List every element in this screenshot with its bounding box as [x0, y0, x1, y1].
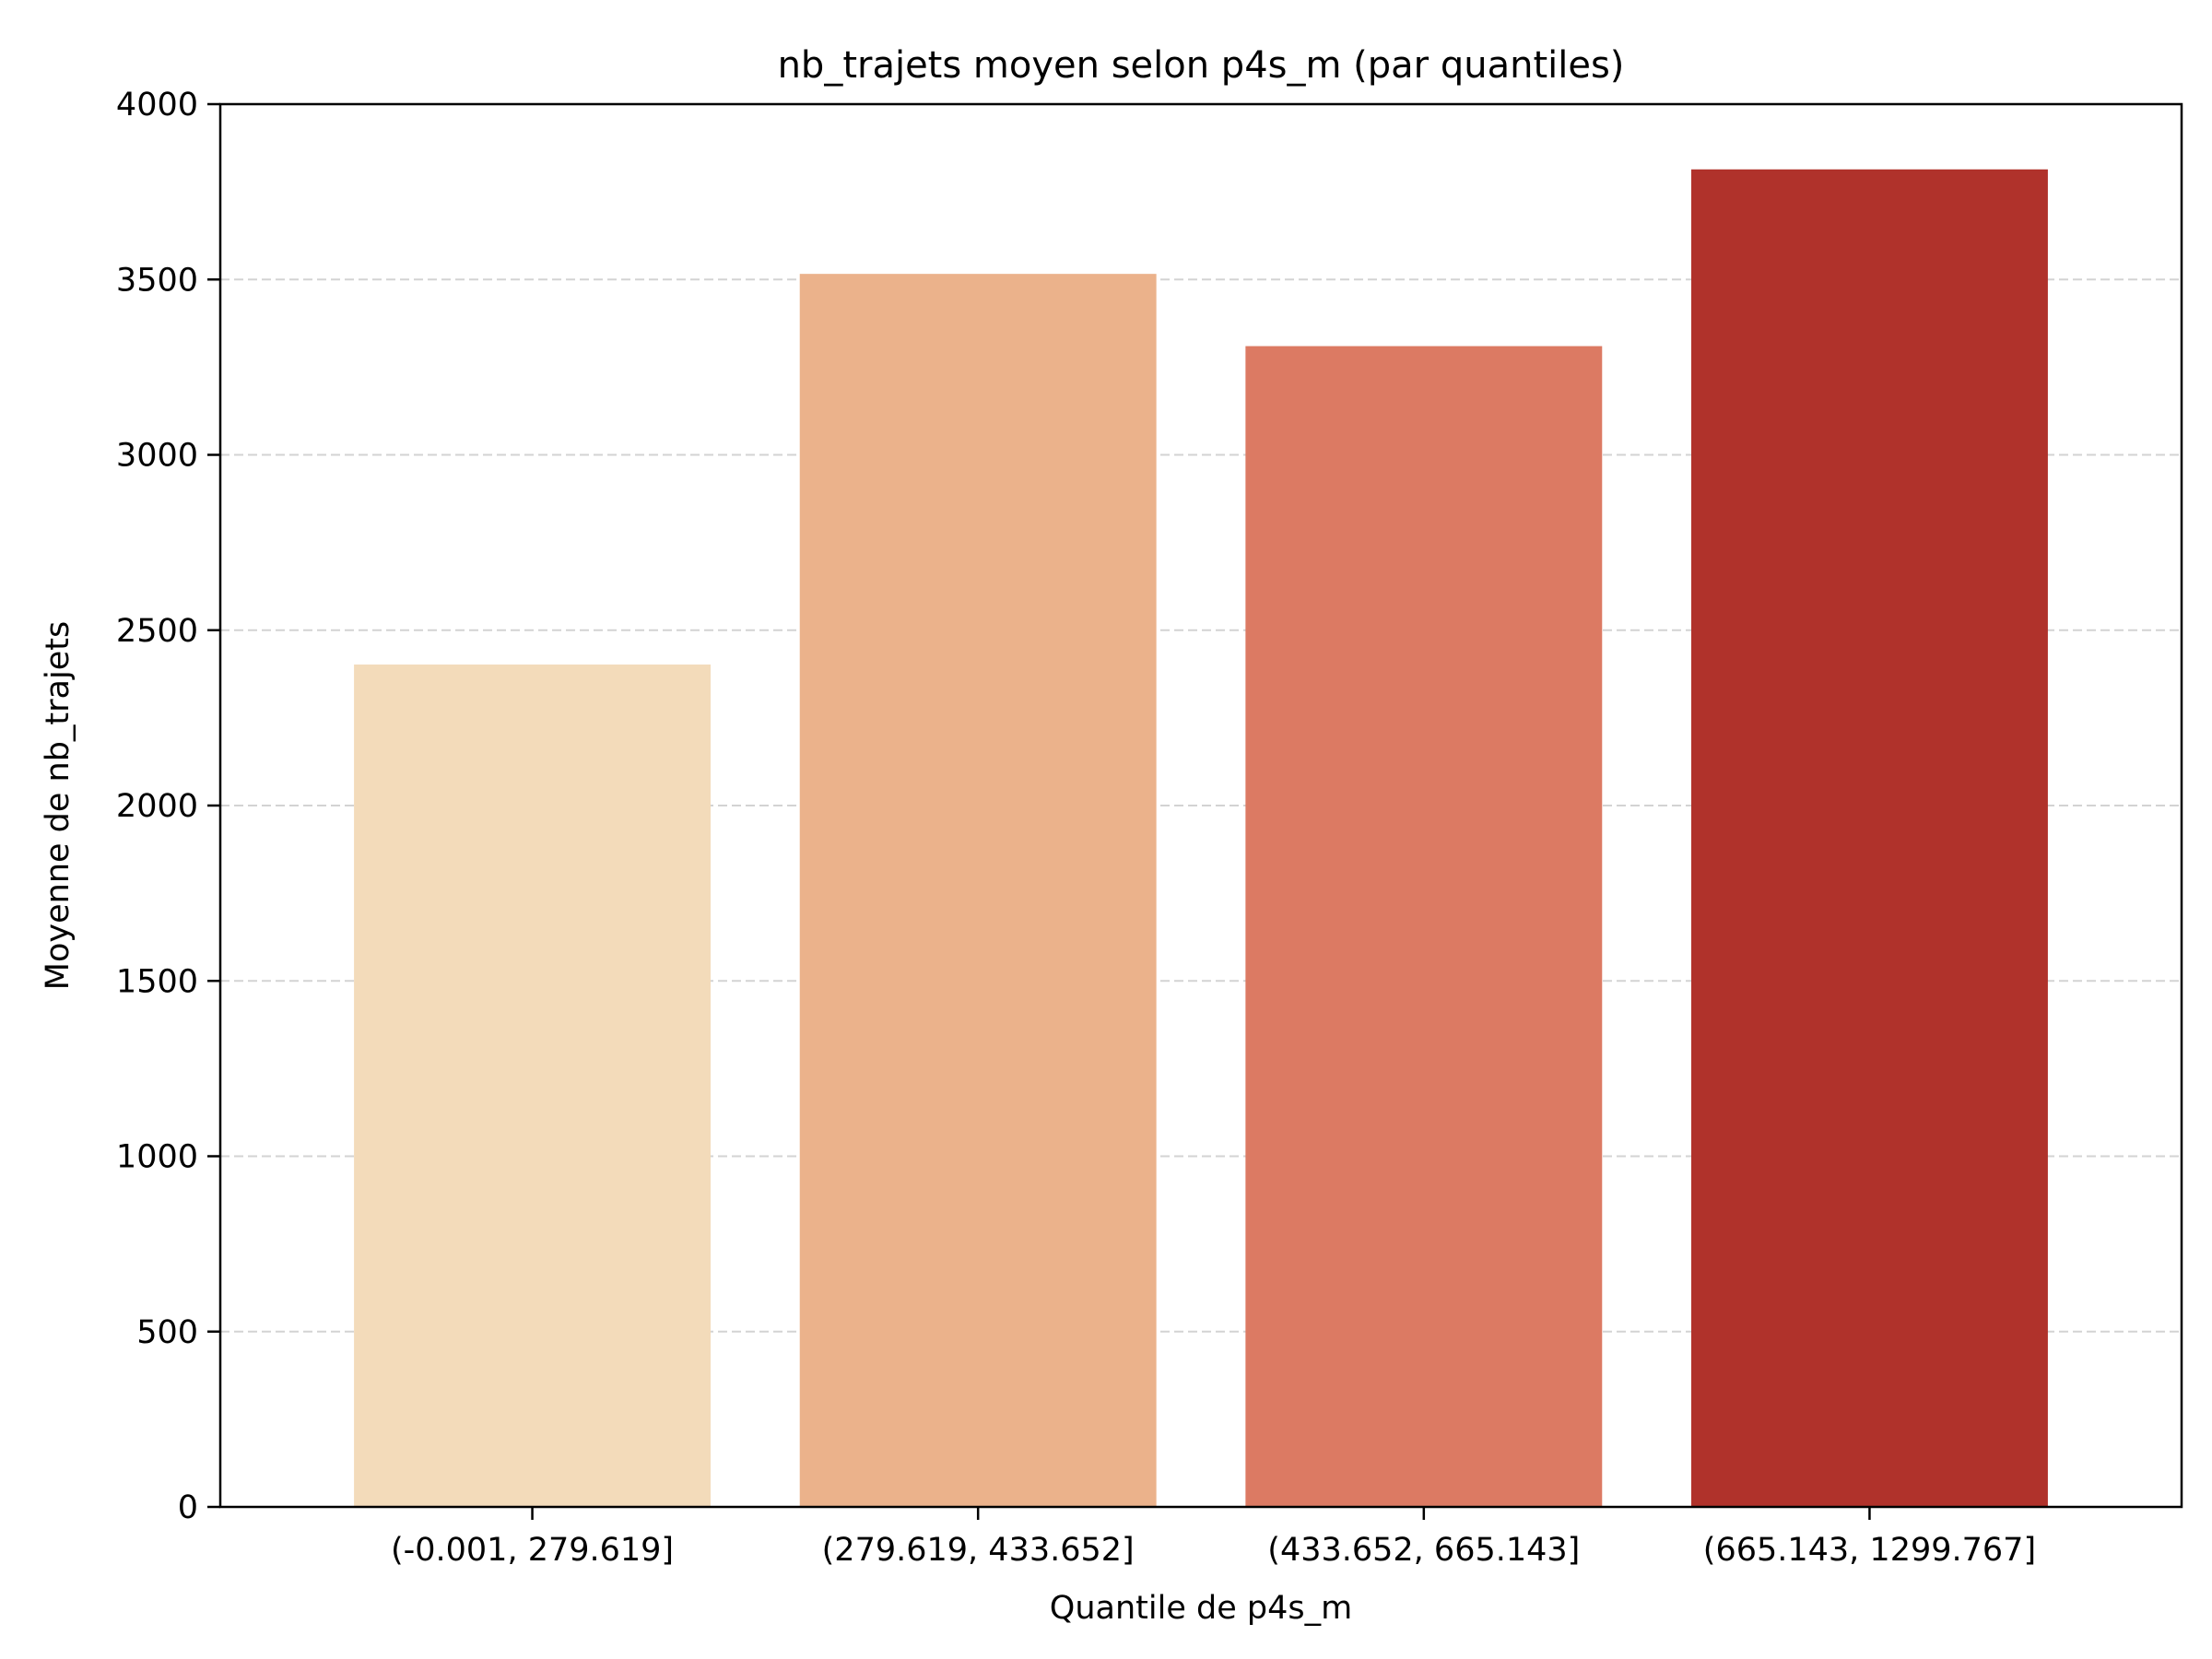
axis-ticks: 0 500 1000 1500 2000 2500 3000 3500 4000 (-0.001,…: [116, 87, 2036, 1569]
y-tick-label: 3000: [116, 438, 198, 475]
y-axis-label: Moyenne de nb_trajets: [40, 621, 76, 990]
x-tick-label: (-0.001, 279.619]: [391, 1532, 674, 1569]
y-tick-label: 1000: [116, 1139, 198, 1176]
bar: [1245, 346, 1603, 1507]
y-tick-label: 2000: [116, 788, 198, 825]
chart-title: nb_trajets moyen selon p4s_m (par quanti…: [778, 44, 1625, 87]
y-tick-label: 1500: [116, 963, 198, 1000]
y-tick-label: 3500: [116, 262, 198, 299]
x-tick-label: (279.619, 433.652]: [822, 1532, 1135, 1569]
y-tick-label: 4000: [116, 87, 198, 124]
x-tick-label: (665.143, 1299.767]: [1703, 1532, 2036, 1569]
y-tick-label: 2500: [116, 613, 198, 650]
bar: [1691, 169, 2048, 1508]
x-axis-label: Quantile de p4s_m: [1050, 1590, 1352, 1627]
x-tick-label: (433.652, 665.143]: [1267, 1532, 1580, 1569]
bar: [799, 274, 1157, 1507]
y-tick-label: 0: [178, 1489, 198, 1526]
y-tick-label: 500: [136, 1314, 198, 1351]
bar: [354, 665, 711, 1507]
bars: [354, 169, 2048, 1508]
